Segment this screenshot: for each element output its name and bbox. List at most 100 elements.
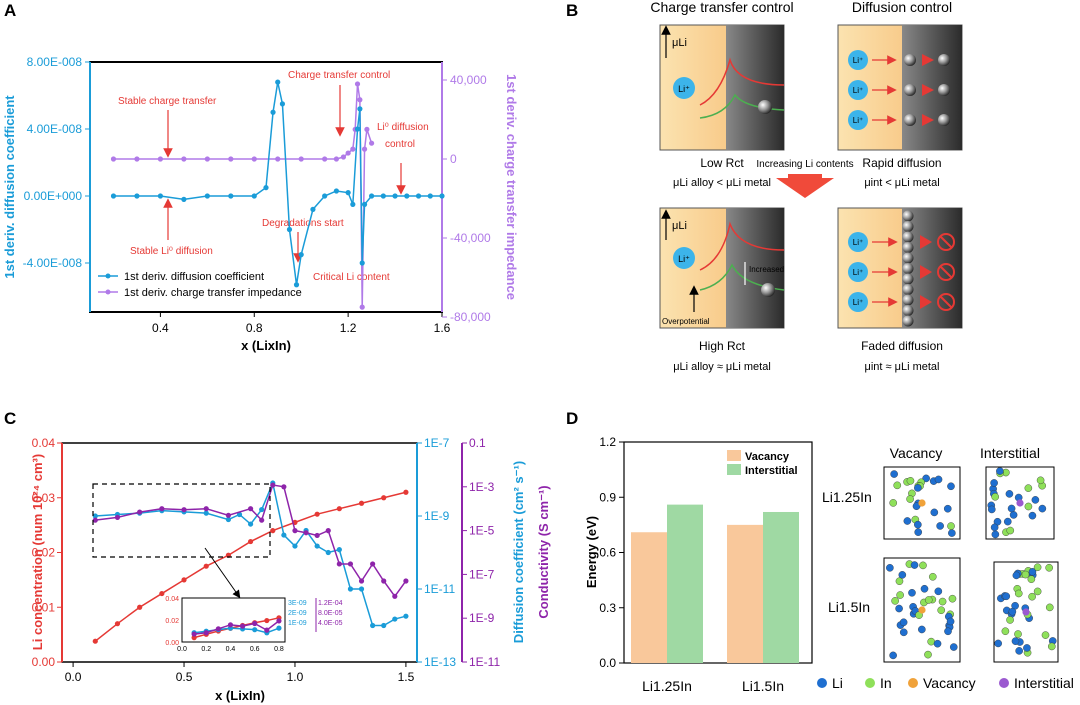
d-vacancy-site <box>918 499 926 507</box>
a-diffusion-point <box>350 201 356 207</box>
c-diffusion-point <box>236 511 243 518</box>
c-inset-cond-point <box>264 627 270 633</box>
b-li-plus-2: Li⁺ <box>678 254 690 264</box>
c-conductivity-point <box>358 578 365 584</box>
d-li-atom <box>1011 637 1020 645</box>
a-y-left-title: 1st deriv. diffusion coefficient <box>2 95 17 279</box>
c-diffusion-point <box>259 506 265 513</box>
d-li-atom <box>922 474 930 483</box>
b-red-triangle <box>922 54 934 66</box>
prohibited-icon <box>937 263 955 281</box>
c-diffusion-point <box>347 586 354 592</box>
c-conductivity-point <box>225 512 232 518</box>
b-red-triangle <box>920 265 932 279</box>
a-diffusion-point <box>310 206 316 212</box>
d-li-atom <box>934 475 943 484</box>
d-li-atom <box>920 584 929 593</box>
c-yr-tick-label: 1E-11 <box>469 655 500 669</box>
a-yr-tick-label: -80,000 <box>450 310 491 324</box>
a-yr-tick-label: 0 <box>450 152 457 166</box>
d-in-atom <box>948 594 957 603</box>
a-diffusion-point <box>286 226 293 233</box>
c-x-tick-label: 0.5 <box>176 670 193 684</box>
c-diffusion-point <box>403 613 409 619</box>
annot-degradation: Degradations start <box>262 218 344 229</box>
c-conductivity-point <box>370 561 376 567</box>
c-diffusion-point <box>370 622 376 629</box>
d-bar-interstitial <box>763 511 799 663</box>
a-impedance-point <box>204 156 210 162</box>
d-in-atom <box>1041 631 1050 639</box>
c-li-conc-point <box>159 590 165 597</box>
b-li0-atom <box>902 315 914 327</box>
c-y-left-title: Li concentration (num 10²⁴ cm³) <box>30 454 45 650</box>
c-x-tick-label: 0.0 <box>65 670 82 684</box>
c-yr-tick-label: 0.1 <box>469 436 486 450</box>
a-yr-tick-label: -40,000 <box>450 231 491 245</box>
a-diffusion-point <box>270 109 276 115</box>
b-mu-high: μLi alloy ≈ μLi metal <box>673 361 771 373</box>
c-li-conc-point <box>247 538 254 545</box>
annot-control: control <box>385 139 415 150</box>
d-in-atom <box>1033 563 1042 572</box>
d-li-atom <box>1028 511 1037 520</box>
a-impedance-point <box>357 97 363 103</box>
c-li-conc-point <box>270 528 276 534</box>
d-y-tick-label: 0.6 <box>599 546 616 560</box>
b-box-low-rct: μLi Li⁺ <box>659 24 785 151</box>
a-yl-tick-label: -4.00E-008 <box>23 256 83 270</box>
d-y-tick-label: 0.9 <box>599 490 616 504</box>
c-li-conc-point <box>92 638 98 644</box>
d-li-atom <box>1003 517 1012 526</box>
b-red-triangle <box>920 235 932 249</box>
d-in-atom <box>1001 627 1010 636</box>
c-conductivity-point <box>247 506 254 512</box>
d-li-atom <box>1038 504 1047 513</box>
d-li-atom <box>910 561 919 569</box>
a-diffusion-point <box>404 193 410 199</box>
a-impedance-point <box>134 156 140 162</box>
b-rapid: Rapid diffusion <box>862 156 941 170</box>
c-diffusion-point <box>225 516 232 523</box>
legend-diffusion: 1st deriv. diffusion coefficient <box>124 271 264 283</box>
a-yr-tick-label: 40,000 <box>450 73 487 87</box>
d-in-atom <box>896 591 904 599</box>
b-box-rapid: Li⁺ Li⁺ Li⁺ <box>837 24 963 151</box>
d-in-atom <box>1014 589 1023 598</box>
d-li-atom <box>890 470 898 478</box>
c-ym-tick-label: 1E-11 <box>424 582 455 596</box>
d-li-atom <box>1002 592 1011 601</box>
d-li-atom <box>930 508 939 517</box>
c-conductivity-point <box>325 528 331 534</box>
d-li-atom <box>994 639 1002 648</box>
b-li-ion <box>848 50 868 70</box>
d-in-atom <box>919 561 927 570</box>
a-diffusion-point <box>110 193 117 199</box>
b-li-ion <box>848 110 868 130</box>
c-inset-ym-label: 1E-09 <box>288 620 307 627</box>
a-diffusion-point <box>134 193 140 199</box>
b-li-ion-label: Li⁺ <box>853 298 863 307</box>
c-diffusion-point <box>247 521 254 527</box>
panel-label-a: A <box>4 1 16 20</box>
c-conductivity-point <box>114 514 121 521</box>
d-li-atom <box>1007 504 1016 513</box>
c-conductivity-point <box>181 507 187 513</box>
b-li0-atom <box>902 231 914 243</box>
a-impedance-point <box>251 156 257 162</box>
d-bar-vacancy <box>631 532 667 663</box>
b-li-ion <box>848 262 868 282</box>
c-conductivity-point <box>392 593 398 599</box>
d-in-atom <box>938 597 947 606</box>
c-ym-tick-label: 1E-9 <box>424 509 450 523</box>
d-y-tick-label: 0.3 <box>599 601 616 615</box>
a-diffusion-point <box>345 190 351 196</box>
c-inset-diff-point <box>276 625 282 631</box>
d-li-atom <box>948 529 956 537</box>
d-in-atom <box>1006 526 1015 535</box>
d-li-atom <box>918 625 926 634</box>
c-inset-ym-label: 3E-09 <box>288 600 307 607</box>
d-li-atom <box>889 651 897 660</box>
a-diffusion-point <box>354 126 361 132</box>
